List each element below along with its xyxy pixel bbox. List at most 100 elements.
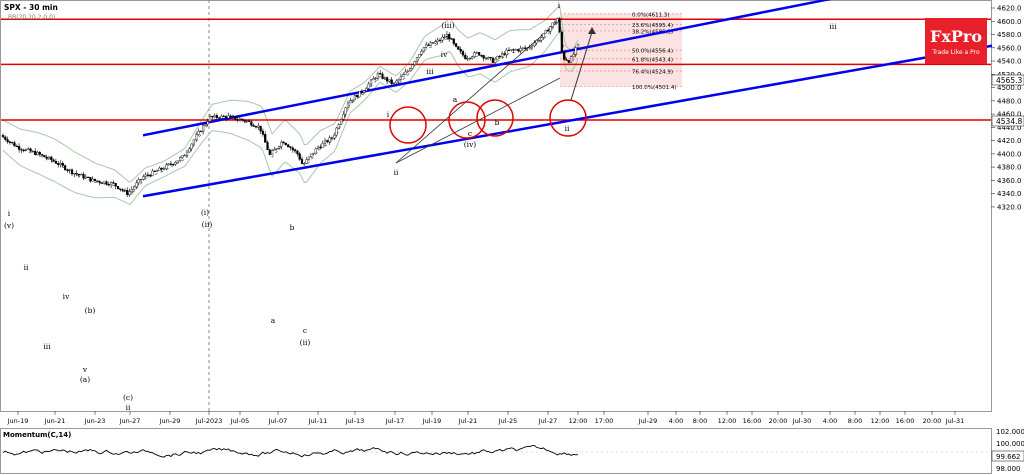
candle-down [86,176,90,178]
candle-up [238,118,241,120]
candle-up [188,148,191,153]
wave-label: (i) [201,208,209,217]
candle-up [84,176,87,179]
candle-up [471,56,474,59]
candle-up [185,151,189,156]
candle-up [123,189,126,192]
candle-down [50,156,53,161]
wave-label: iii [43,342,51,351]
candle-up [473,52,476,57]
main-panel-frame [0,0,992,412]
candle-down [266,142,269,151]
candle-up [374,77,377,80]
candle-up [31,150,34,153]
candle-up [158,167,161,171]
candle-up [535,40,538,44]
candle-up [372,78,375,81]
candle-down [93,178,97,181]
y-tick-label: 4400.0 [997,150,1022,158]
wave-label: ii [126,403,131,412]
candle-up [420,50,423,55]
bollinger-upper-band [2,4,579,183]
candle-up [220,115,223,119]
time-axis: Jun-19 Jun-21 Jun-23 Jun-27 Jun-29 Jul-2023 Ju… [7,411,964,425]
candle-up [165,164,168,169]
candle-down [61,163,64,166]
candle-up [484,57,488,60]
x-tick-label: Jul-13 [345,417,364,425]
candle-up [27,148,30,150]
candle-up [192,139,195,145]
candle-down [448,34,451,39]
candle-up [36,152,39,155]
candle-down [89,177,92,182]
wave-label: iv [441,50,448,59]
candle-up [130,189,133,192]
momentum-tick: 100.000 [996,440,1024,448]
momentum-line [2,444,579,458]
x-tick-label: Jul-31 [945,417,964,425]
candle-up [176,160,179,163]
candle-up [553,21,557,24]
candle-up [80,174,83,176]
candle-down [567,60,570,63]
candle-up [305,159,308,164]
candle-up [397,79,400,82]
fxpro-logo: FxPro Trade Like a Pro [925,18,987,64]
candle-up [556,18,559,23]
candle-up [135,182,138,188]
fib-level-label: 38.2%(4585.3) [632,30,673,36]
candle-down [390,79,393,84]
candle-up [576,43,580,48]
candle-up [574,47,577,55]
candle-up [404,71,407,75]
y-tick-label: 4360.0 [997,177,1022,185]
candle-down [250,121,253,126]
candle-up [275,148,278,150]
candle-down [294,149,297,152]
candle-down [231,115,235,117]
candle-down [452,38,455,44]
candle-down [241,118,244,121]
candle-down [264,134,267,143]
last-price-label: 4565.3 [996,76,1022,85]
candle-down [236,119,239,121]
candle-down [254,126,258,128]
wave-label: iii [829,22,837,31]
candle-down [215,115,218,118]
candle-down [482,55,485,59]
candle-up [468,57,471,60]
wave-label: ii [565,124,570,133]
x-tick-label: Jun-27 [119,417,141,425]
momentum-tick: 102.000 [996,428,1024,436]
candle-down [211,116,214,118]
candle-down [70,169,74,175]
candle-up [542,32,545,38]
fibonacci-levels: 0.0%(4611.3) 23.6%(4595.4)38.2%(4585.3) 50… [560,12,682,91]
candle-up [501,53,504,57]
candle-up [346,102,350,109]
highlight-circle [549,99,587,137]
candle-down [330,137,333,139]
candle-up [227,115,230,119]
candle-up [321,142,324,148]
candle-up [68,169,71,171]
candle-down [96,180,99,182]
candle-up [280,141,283,147]
candle-up [365,88,368,92]
highlight-circles [389,99,587,144]
channel-lower-line [142,44,993,198]
candle-down [464,54,467,60]
candle-up [351,99,354,101]
candle-down [300,159,304,164]
candle-up [496,55,499,60]
x-tick-label: 4:00 [669,417,684,425]
candle-up [204,124,207,126]
highlight-circle [389,106,427,144]
candle-down [66,169,69,171]
candle-down [218,117,221,119]
candle-up [183,154,186,157]
y-tick-label: 4540.0 [997,58,1022,66]
candle-down [560,31,563,52]
logo-tagline: Trade Like a Pro [931,49,980,56]
